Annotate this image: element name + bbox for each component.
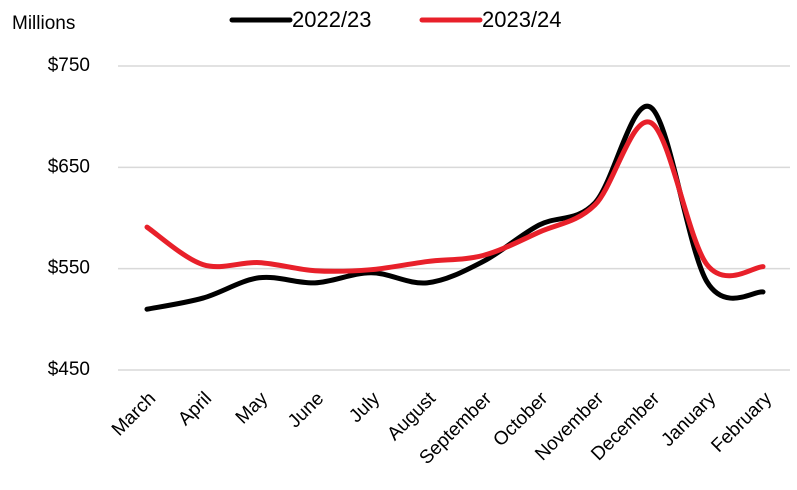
y-tick-label: $750 bbox=[48, 55, 90, 76]
x-tick-label: May bbox=[232, 388, 273, 429]
x-tick-label: June bbox=[284, 388, 328, 432]
legend-label: 2022/23 bbox=[292, 7, 372, 32]
x-tick-label: April bbox=[174, 388, 216, 430]
x-tick-label: March bbox=[108, 388, 160, 440]
y-tick-label: $550 bbox=[48, 258, 90, 279]
y-unit-label: Millions bbox=[12, 13, 75, 34]
series-line bbox=[144, 103, 766, 312]
series-line bbox=[144, 119, 766, 279]
legend-label: 2023/24 bbox=[482, 7, 562, 32]
y-tick-label: $450 bbox=[48, 359, 90, 380]
x-tick-label: February bbox=[707, 388, 776, 457]
y-tick-label: $650 bbox=[48, 156, 90, 177]
x-tick-label: July bbox=[345, 388, 384, 427]
